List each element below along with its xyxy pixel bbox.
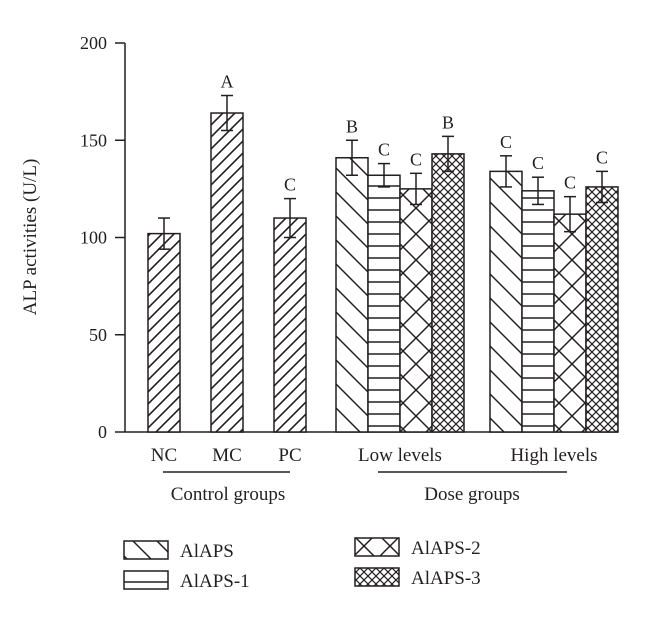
x-category-label: High levels [510, 445, 597, 466]
legend-label: AlAPS [180, 541, 234, 562]
significance-label: C [378, 140, 390, 160]
bar [431, 153, 465, 433]
x-axis: NC MC PC Low levels High levels [125, 431, 618, 466]
significance-label: B [346, 116, 358, 136]
significance-label: C [410, 149, 422, 169]
group-label: Control groups [171, 484, 286, 505]
group-label: Dose groups [424, 484, 520, 505]
legend: AlAPS AlAPS-1 AlAPS-2 AlAPS-3 [123, 537, 481, 592]
bar [367, 174, 401, 433]
bar [553, 213, 587, 433]
bar [399, 188, 433, 433]
group-labels: Control groups Dose groups [163, 471, 567, 505]
significance-label: C [564, 173, 576, 193]
legend-label: AlAPS-2 [411, 538, 481, 559]
significance-label: C [500, 132, 512, 152]
legend-swatch [354, 567, 400, 587]
x-category-label: MC [212, 445, 242, 466]
bar [489, 170, 523, 433]
legend-swatch [123, 570, 169, 590]
bar [521, 190, 555, 433]
y-axis: 0 50 100 150 200 [80, 33, 126, 442]
bar [585, 186, 619, 433]
bar [147, 232, 181, 433]
y-tick-label: 50 [89, 325, 107, 345]
legend-label: AlAPS-3 [411, 568, 481, 589]
x-category-label: NC [151, 445, 177, 466]
x-category-label: Low levels [358, 445, 442, 466]
y-tick-label: 200 [80, 33, 107, 53]
x-category-label: PC [278, 445, 301, 466]
legend-swatch [354, 537, 400, 557]
significance-label: C [532, 153, 544, 173]
bar [210, 112, 244, 433]
y-tick-label: 150 [80, 130, 107, 150]
legend-label: AlAPS-1 [180, 571, 250, 592]
significance-label: C [596, 147, 608, 167]
bar [335, 157, 369, 433]
y-tick-label: 0 [98, 422, 107, 442]
legend-swatch [123, 540, 169, 560]
significance-label: A [221, 72, 234, 92]
y-tick-label: 100 [80, 228, 107, 248]
significance-label: B [442, 112, 454, 132]
y-axis-label: ALP activities (U/L) [20, 159, 41, 316]
bar [273, 217, 307, 433]
significance-label: C [284, 175, 296, 195]
